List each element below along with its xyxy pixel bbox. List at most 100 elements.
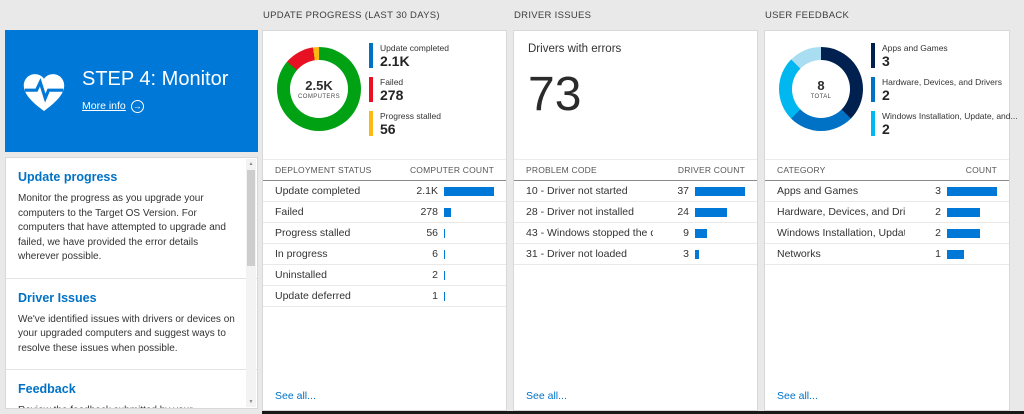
row-bar (444, 291, 494, 301)
row-value: 2 (935, 227, 941, 239)
user-feedback-donut[interactable]: 8 TOTAL (779, 47, 863, 131)
legend-value: 2 (882, 87, 890, 104)
table-row[interactable]: In progress 6 (263, 244, 506, 265)
row-bar (947, 249, 997, 259)
update-progress-card: 2.5K COMPUTERS Update completed 2.1K (262, 30, 507, 411)
legend-value: 56 (380, 121, 396, 138)
driver-issues-header: DRIVER ISSUES (514, 10, 592, 21)
table-row[interactable]: 43 - Windows stopped the devi... 9 (514, 223, 757, 244)
update-progress-header: UPDATE PROGRESS (LAST 30 DAYS) (263, 10, 440, 21)
overview-section-update-progress: Update progress Monitor the progress as … (6, 158, 257, 279)
table-row[interactable]: Uninstalled 2 (263, 265, 506, 286)
overview-card: Update progress Monitor the progress as … (5, 157, 258, 409)
step-title: STEP 4: Monitor (82, 68, 229, 90)
legend-label: Windows Installation, Update, and... (882, 111, 1018, 122)
column-label: CATEGORY (777, 165, 826, 175)
overview-section-feedback: Feedback Review the feedback submitted b… (6, 370, 257, 408)
legend-item[interactable]: Windows Installation, Update, and... 2 (871, 111, 1018, 137)
row-bar (444, 186, 494, 196)
legend-label: Hardware, Devices, and Drivers (882, 77, 1002, 88)
column-label: COUNT (965, 165, 997, 175)
metric-value: 73 (528, 68, 582, 121)
table-row[interactable]: Update deferred 1 (263, 286, 506, 307)
window-edge (262, 411, 1024, 414)
row-value: 2.1K (416, 185, 438, 197)
section-body: Review the feedback submitted by your em… (18, 404, 237, 408)
row-label: Update completed (275, 185, 361, 197)
arrow-right-icon: → (130, 99, 144, 113)
scroll-down-icon[interactable]: ▼ (248, 399, 254, 405)
legend-value: 2.1K (380, 53, 410, 69)
donut-center: 2.5K COMPUTERS (290, 60, 348, 118)
table-row[interactable]: Hardware, Devices, and Drivers 2 (765, 202, 1009, 223)
table-header: PROBLEM CODE DRIVER COUNT (514, 159, 757, 181)
legend-tick (369, 77, 373, 103)
row-value: 3 (935, 185, 941, 197)
donut-center-label: TOTAL (810, 94, 832, 100)
update-progress-legend: Update completed 2.1K Failed 278 (369, 43, 500, 145)
table-row[interactable]: Progress stalled 56 (263, 223, 506, 244)
scrollbar[interactable]: ▲ ▼ (246, 159, 256, 407)
see-all-link[interactable]: See all... (777, 390, 818, 402)
table-header: DEPLOYMENT STATUS COMPUTER COUNT (263, 159, 506, 181)
user-feedback-column: USER FEEDBACK 8 TOTAL Apps and Games 3 (764, 0, 1018, 414)
user-feedback-header: USER FEEDBACK (765, 10, 850, 21)
row-bar (444, 249, 494, 259)
legend-value: 278 (380, 87, 404, 104)
update-progress-chart: 2.5K COMPUTERS Update completed 2.1K (263, 31, 506, 159)
donut-center-value: 8 (817, 78, 825, 93)
metric-label: Drivers with errors (528, 43, 622, 55)
row-bar (444, 228, 494, 238)
legend-text: Failed 278 (380, 77, 403, 103)
column-label: DRIVER COUNT (677, 165, 745, 175)
row-bar (444, 270, 494, 280)
legend-item[interactable]: Apps and Games 3 (871, 43, 1003, 69)
legend-item[interactable]: Progress stalled 56 (369, 111, 500, 137)
table-row[interactable]: Windows Installation, Update,... 2 (765, 223, 1009, 244)
row-value: 1 (432, 290, 438, 302)
section-body: We've identified issues with drivers or … (18, 313, 235, 354)
table-row[interactable]: Failed 278 (263, 202, 506, 223)
step-column: STEP 4: Monitor More info → Update progr… (5, 0, 258, 414)
row-value: 2 (935, 206, 941, 218)
table-row[interactable]: 28 - Driver not installed 24 (514, 202, 757, 223)
legend-text: Windows Installation, Update, and... 2 (882, 111, 1018, 137)
table-row[interactable]: 31 - Driver not loaded 3 (514, 244, 757, 265)
legend-item[interactable]: Failed 278 (369, 77, 500, 103)
donut-center-label: COMPUTERS (298, 94, 340, 100)
row-value: 56 (426, 227, 438, 239)
row-value: 3 (683, 248, 689, 260)
step-tile-text: STEP 4: Monitor More info → (82, 68, 228, 114)
row-bar (695, 207, 745, 217)
legend-label: Progress stalled (380, 111, 441, 122)
legend-value: 2 (882, 121, 890, 138)
see-all-link[interactable]: See all... (275, 390, 316, 402)
row-label: Hardware, Devices, and Drivers (777, 206, 905, 218)
row-bar (695, 186, 745, 196)
user-feedback-card: 8 TOTAL Apps and Games 3 (764, 30, 1018, 411)
more-info-link[interactable]: More info → (82, 99, 144, 113)
update-progress-donut[interactable]: 2.5K COMPUTERS (277, 47, 361, 131)
legend-item[interactable]: Hardware, Devices, and Drivers 2 (871, 77, 1003, 103)
legend-tick (369, 43, 373, 68)
see-all-link[interactable]: See all... (526, 390, 567, 402)
scroll-up-icon[interactable]: ▲ (248, 161, 254, 167)
table-row[interactable]: 10 - Driver not started 37 (514, 181, 757, 202)
row-bar (947, 207, 997, 217)
table-row[interactable]: Update completed 2.1K (263, 181, 506, 202)
table-row[interactable]: Networks 1 (765, 244, 1009, 265)
heartbeat-icon (23, 74, 65, 111)
legend-value: 3 (882, 53, 890, 69)
table-row[interactable]: Apps and Games 3 (765, 181, 1009, 202)
row-bar (444, 207, 494, 217)
step-tile[interactable]: STEP 4: Monitor More info → (5, 30, 258, 152)
legend-label: Apps and Games (882, 43, 948, 53)
overview-section-driver-issues: Driver Issues We've identified issues wi… (6, 279, 257, 370)
row-bar (947, 186, 997, 196)
driver-issues-metric: Drivers with errors 73 (514, 31, 757, 159)
row-value: 9 (683, 227, 689, 239)
legend-item[interactable]: Update completed 2.1K (369, 43, 500, 69)
scrollbar-thumb[interactable] (247, 170, 255, 266)
user-feedback-chart: 8 TOTAL Apps and Games 3 (765, 31, 1018, 159)
update-progress-column: UPDATE PROGRESS (LAST 30 DAYS) 2.5K COMP… (262, 0, 507, 414)
